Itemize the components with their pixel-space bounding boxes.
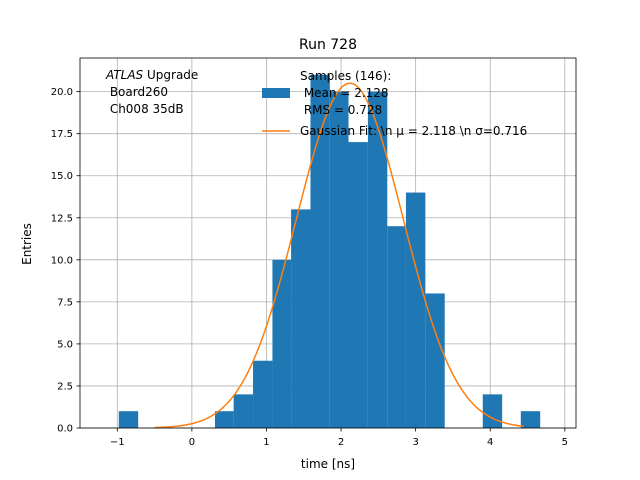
legend-samples-line-1: Samples (146): [300,69,391,83]
y-tick-label: 2.5 [57,381,73,392]
y-axis-label: Entries [20,223,34,265]
legend-fit-label: Gaussian Fit: \n μ = 2.118 \n σ=0.716 [300,124,527,138]
histogram-bar [367,91,388,429]
histogram-bar [272,259,292,428]
y-tick-label: 5.0 [57,339,73,350]
histogram-bar [387,226,406,428]
histogram-bar [329,91,349,429]
atlas-annotation: ATLAS Upgrade Board260 Ch008 35dB [105,68,198,116]
legend: Samples (146): Mean = 2.128 RMS = 0.728 … [262,69,527,138]
x-tick-label: 3 [412,437,418,448]
histogram-bar [215,411,234,428]
histogram-bar [482,394,503,428]
histogram-bar [520,411,541,428]
histogram-bar [348,142,368,428]
legend-samples-line-2: Mean = 2.128 [300,86,389,100]
annotation-line-2: Board260 [106,85,168,99]
axes-frame [79,57,577,429]
histogram-bar [233,394,254,428]
chart-title: Run 728 [299,37,357,53]
histogram-bar [425,293,445,428]
y-tick-label: 12.5 [51,213,73,224]
x-tick-label: 1 [263,437,269,448]
histogram-bar [405,192,426,428]
x-tick-label: 2 [338,437,344,448]
annotation-atlas-italic: ATLAS [105,68,144,82]
histogram-bar [291,209,311,428]
y-tick-label: 15.0 [51,171,73,182]
x-axis-label: time [ns] [301,457,355,471]
y-tick-label: 0.0 [57,424,73,435]
annotation-upgrade: Upgrade [143,68,198,82]
histogram-bar [310,74,330,429]
annotation-line-1: ATLAS Upgrade [105,68,198,82]
legend-samples-swatch [262,88,290,98]
y-tick-label: 10.0 [51,255,73,266]
histogram-bar [118,411,139,428]
x-tick-label: 4 [487,437,493,448]
x-tick-label: −1 [110,437,125,448]
annotation-line-3: Ch008 35dB [106,102,184,116]
histogram-bars [118,74,541,429]
x-tick-label: 0 [189,437,195,448]
y-tick-label: 20.0 [51,87,73,98]
axis-ticks: −1 0 1 2 3 4 5 0.0 2.5 5.0 7.5 10.0 12.5 15.0 17.5 20.0 [51,87,568,448]
x-tick-label: 5 [562,437,568,448]
legend-samples-line-3: RMS = 0.728 [300,103,382,117]
y-tick-label: 17.5 [51,129,73,140]
gaussian-fit-curve [154,82,524,429]
histogram-bar [253,360,273,428]
y-tick-label: 7.5 [57,297,73,308]
